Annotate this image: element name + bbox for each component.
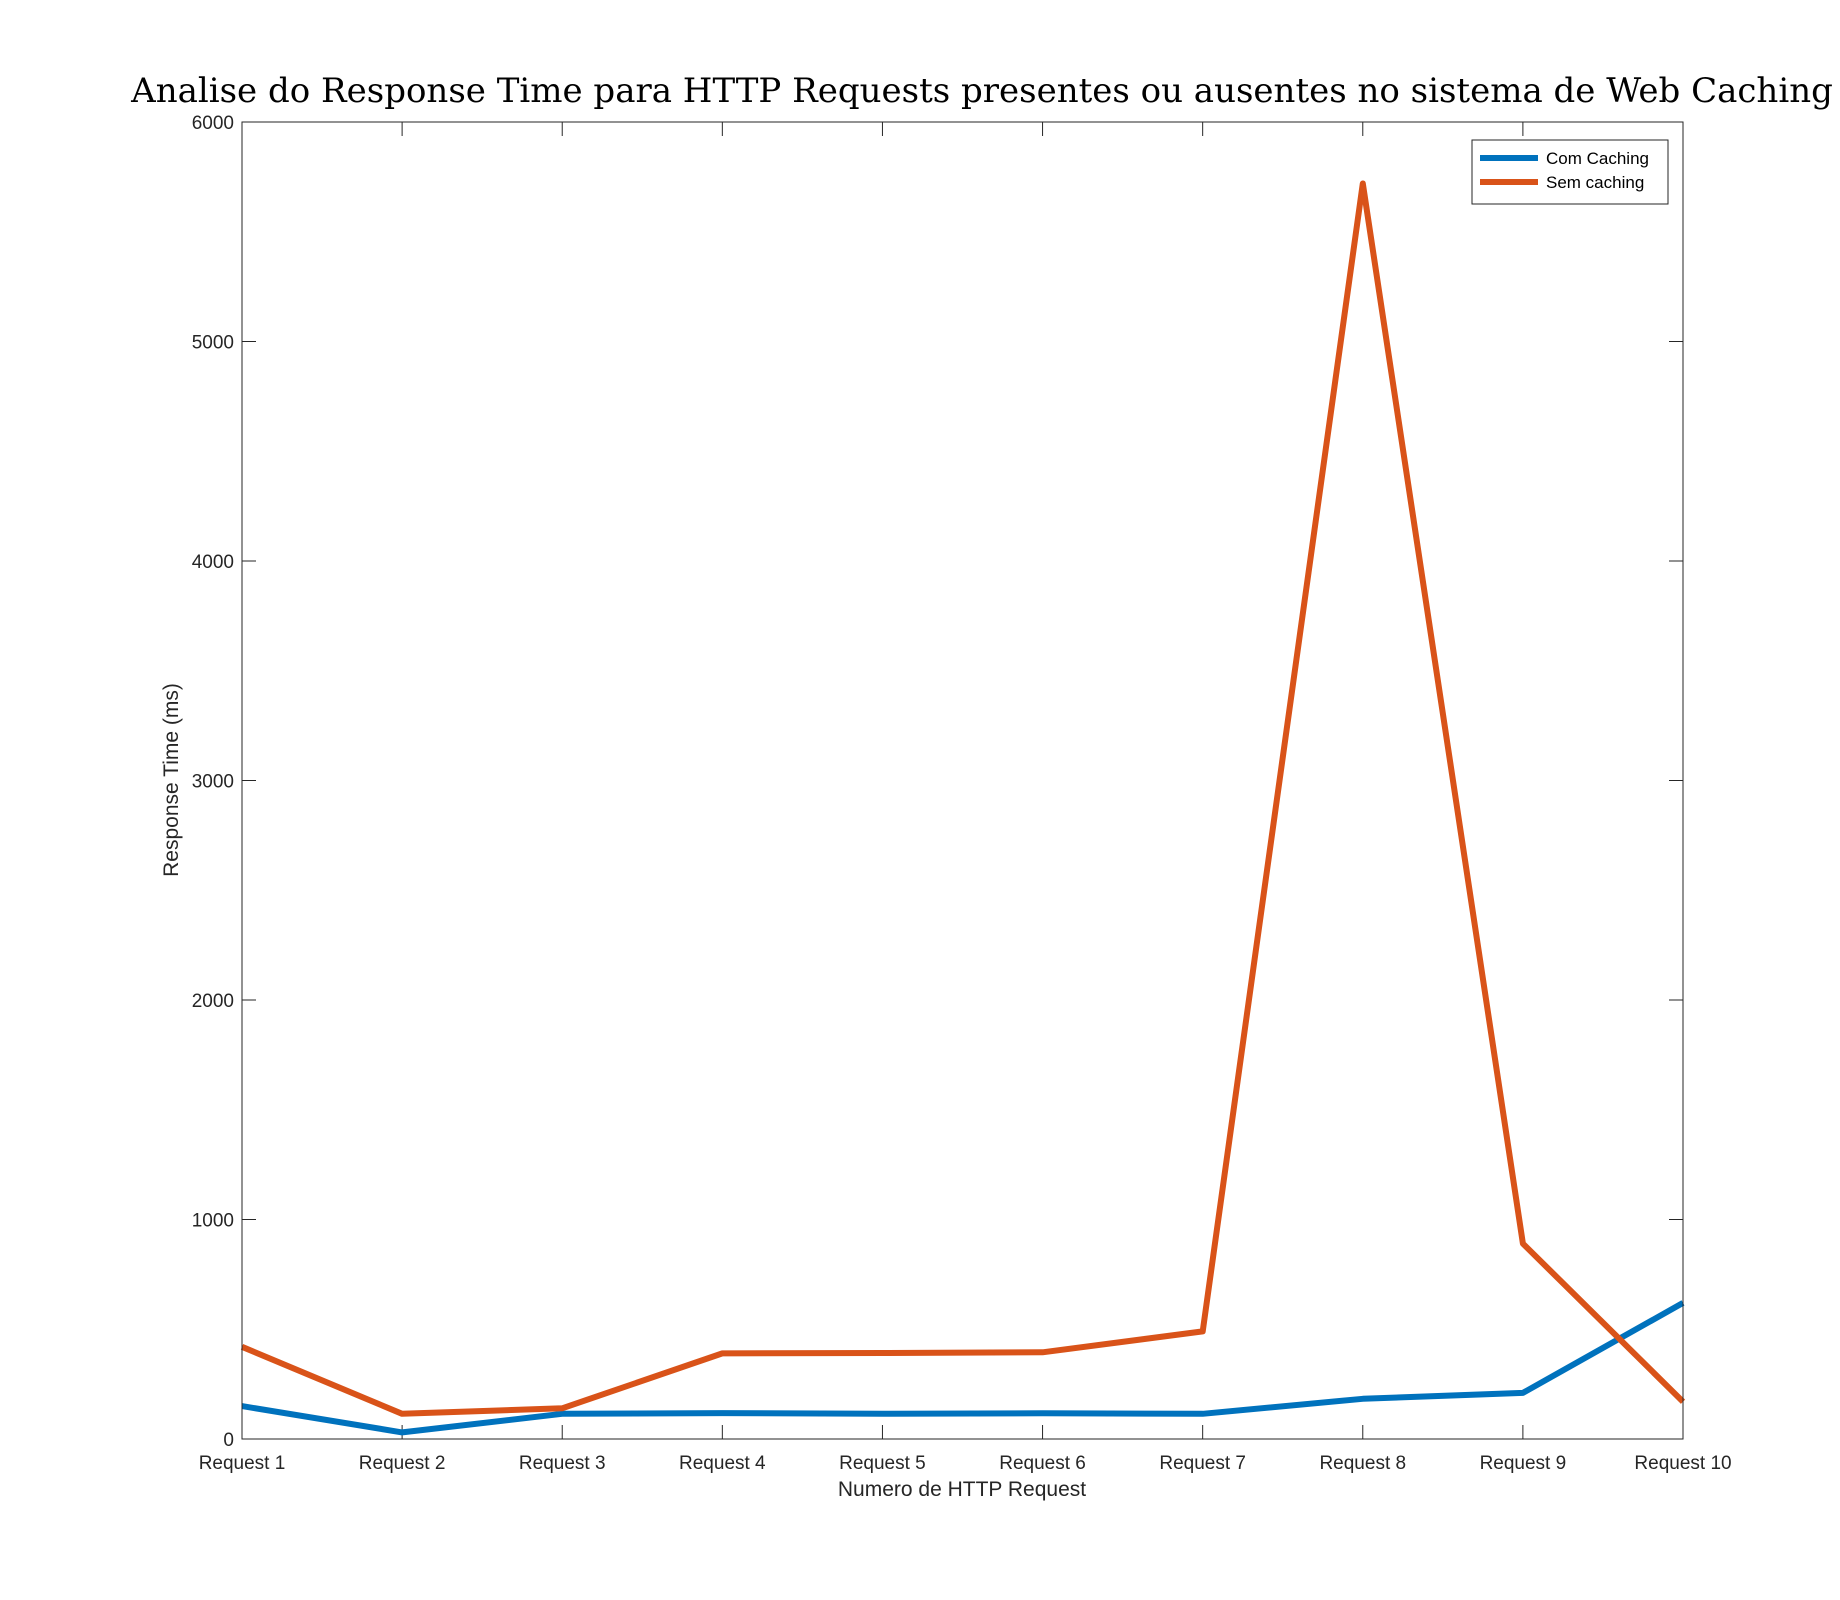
series-line-com-caching xyxy=(241,1300,1685,1436)
y-tick-label: 2000 xyxy=(192,991,234,1012)
x-tick-label: Request 2 xyxy=(359,1453,446,1474)
x-tick-label: Request 10 xyxy=(1634,1453,1731,1474)
y-tick-label: 3000 xyxy=(192,772,234,793)
y-tick-label: 4000 xyxy=(192,552,234,573)
x-tick-label: Request 3 xyxy=(519,1453,606,1474)
plot-frame xyxy=(241,121,1684,1440)
x-tick-label: Request 6 xyxy=(999,1453,1086,1474)
legend-label: Sem caching xyxy=(1546,173,1644,192)
legend-box xyxy=(1471,139,1669,205)
y-axis-label: Response Time (ms) xyxy=(160,683,183,877)
x-axis-label: Numero de HTTP Request xyxy=(838,1478,1086,1501)
x-tick-label: Request 7 xyxy=(1159,1453,1246,1474)
y-tick-label: 1000 xyxy=(192,1211,234,1232)
y-tick-label: 6000 xyxy=(192,113,234,134)
x-tick-label: Request 8 xyxy=(1319,1453,1406,1474)
x-tick-label: Request 1 xyxy=(199,1453,286,1474)
plot-area xyxy=(242,122,1683,1439)
ticks-layer: Request 1 Request 2 Request 3 Request 4 Requ… xyxy=(192,113,1732,1474)
chart-title: Analise do Response Time para HTTP Reque… xyxy=(130,71,1833,111)
y-tick-label: 0 xyxy=(223,1430,234,1451)
series-layer xyxy=(240,180,1686,1436)
x-tick-label: Request 5 xyxy=(839,1453,926,1474)
legend: Com Caching Sem caching xyxy=(1471,139,1669,205)
x-tick-label: Request 9 xyxy=(1480,1453,1567,1474)
y-tick-label: 5000 xyxy=(192,333,234,354)
legend-label: Com Caching xyxy=(1546,149,1649,168)
x-tick-label: Request 4 xyxy=(679,1453,766,1474)
series-line-sem-caching xyxy=(240,180,1686,1417)
